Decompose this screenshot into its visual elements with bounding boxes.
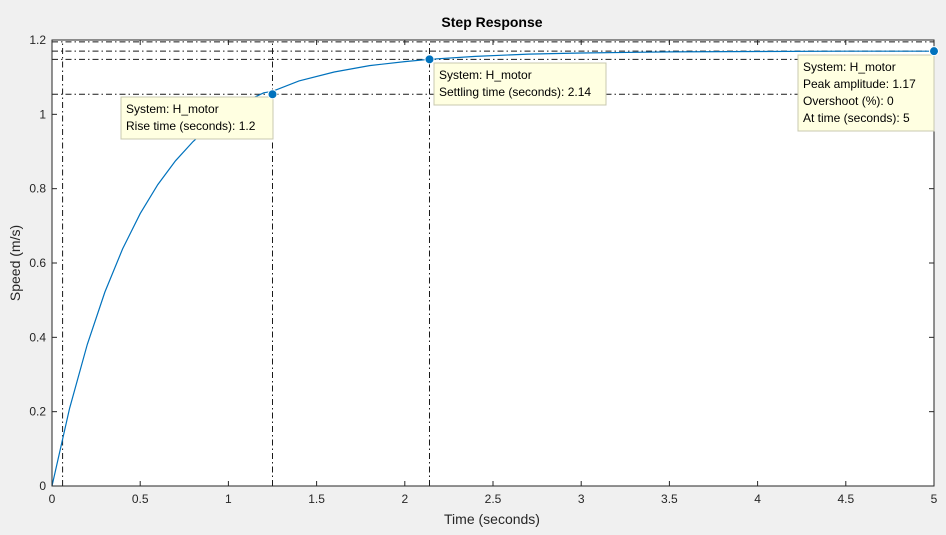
y-tick-label: 0 (39, 479, 46, 493)
y-tick-label: 0.2 (29, 405, 46, 419)
data-tip-box (433, 62, 607, 106)
x-tick-label: 2.5 (485, 492, 502, 506)
data-tip-0: System: H_motor Rise time (seconds): 1.2 (120, 96, 274, 140)
x-tick-label: 0 (49, 492, 56, 506)
x-tick-label: 0.5 (132, 492, 149, 506)
data-tip-1: System: H_motor Settling time (seconds): … (433, 62, 607, 106)
y-tick-label: 1.2 (29, 33, 46, 47)
tick-layer: 0 0.5 1 1.5 2 2.5 3 3.5 4 4.5 5 0 0.2 0.4 0.6 0.8 1 1.2 (29, 33, 937, 506)
data-tip-text: Overshoot (%): 0 (803, 94, 894, 108)
y-tick-label: 0.8 (29, 182, 46, 196)
data-tip-text: System: H_motor (439, 68, 532, 82)
data-tip-text: System: H_motor (803, 60, 896, 74)
x-tick-label: 4.5 (837, 492, 854, 506)
y-tick-label: 1 (39, 107, 46, 121)
x-tick-label: 1 (225, 492, 232, 506)
x-tick-label: 3.5 (661, 492, 678, 506)
data-tip-text: Settling time (seconds): 2.14 (439, 85, 591, 99)
data-tip-text: Peak amplitude: 1.17 (803, 77, 916, 91)
data-tip-box (797, 54, 935, 132)
x-tick-label: 5 (931, 492, 938, 506)
x-tick-label: 4 (754, 492, 761, 506)
y-axis-label: Speed (m/s) (7, 225, 23, 301)
data-tip-marker-0 (267, 89, 278, 100)
data-tip-text: System: H_motor (126, 102, 219, 116)
x-tick-label: 1.5 (308, 492, 325, 506)
y-tick-label: 0.4 (29, 330, 46, 344)
data-tip-text: At time (seconds): 5 (803, 111, 910, 125)
y-tick-label: 0.6 (29, 256, 46, 270)
data-tip-2: System: H_motor Peak amplitude: 1.17 Overs… (797, 54, 935, 132)
data-tip-text: Rise time (seconds): 1.2 (126, 119, 256, 133)
data-tip-marker-1 (424, 54, 435, 65)
x-tick-label: 2 (401, 492, 408, 506)
x-axis-label: Time (seconds) (444, 511, 540, 527)
data-tip-box (120, 96, 274, 140)
data-tip-marker-2 (929, 46, 939, 57)
x-tick-label: 3 (578, 492, 585, 506)
chart-title: Step Response (441, 14, 542, 30)
